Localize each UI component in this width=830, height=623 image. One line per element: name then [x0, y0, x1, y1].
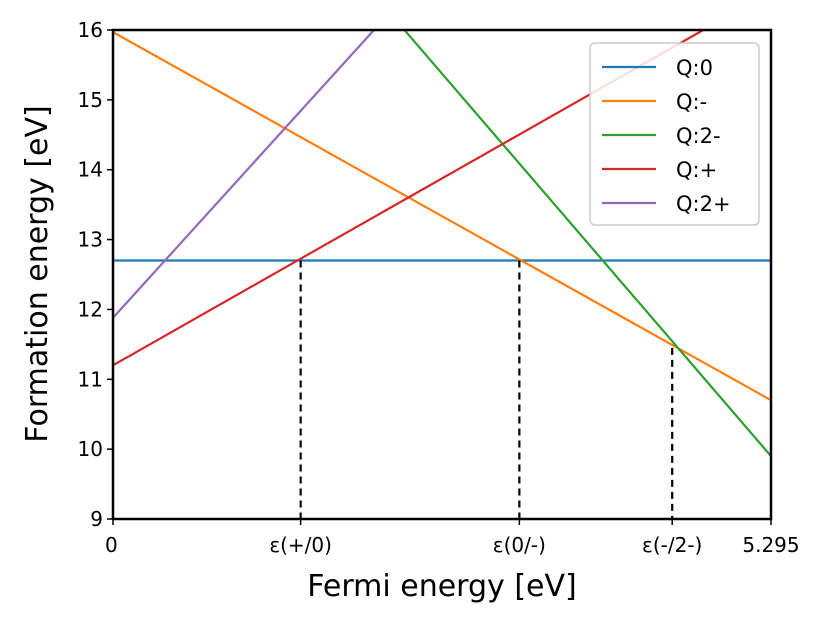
transition-level-markers — [299, 260, 674, 519]
y-axis-title: Formation energy [eV] — [20, 105, 55, 442]
series-line-2 — [403, 30, 771, 457]
y-tick-label-5: 14 — [78, 158, 103, 182]
y-tick-label-4: 13 — [78, 228, 103, 252]
y-tick-label-3: 12 — [78, 297, 103, 321]
legend-label-1: Q:- — [676, 90, 707, 114]
y-tick-label-2: 11 — [78, 367, 103, 391]
series-line-4 — [113, 30, 375, 319]
x-axis: 0 ε(+/0) ε(0/-) ε(-/2-) 5.295 — [105, 519, 800, 557]
legend: Q:0 Q:- Q:2- Q:+ Q:2+ — [589, 42, 760, 226]
legend-box — [589, 42, 760, 226]
x-tick-label-2: ε(0/-) — [493, 533, 546, 557]
series-line-1 — [113, 31, 771, 402]
y-axis: 9 10 11 12 13 14 15 16 — [78, 18, 113, 531]
x-tick-label-3: ε(-/2-) — [642, 533, 702, 557]
legend-label-0: Q:0 — [676, 56, 713, 80]
legend-label-3: Q:+ — [676, 158, 717, 182]
y-tick-label-0: 9 — [90, 507, 103, 531]
x-tick-label-4: 5.295 — [742, 533, 799, 557]
y-tick-label-6: 15 — [78, 88, 103, 112]
y-tick-label-7: 16 — [78, 18, 103, 42]
x-tick-label-0: 0 — [105, 533, 118, 557]
legend-label-4: Q:2+ — [676, 192, 731, 216]
x-tick-label-1: ε(+/0) — [269, 533, 332, 557]
plot-frame — [111, 28, 773, 521]
y-tick-label-1: 10 — [78, 437, 103, 461]
x-axis-title: Fermi energy [eV] — [307, 569, 576, 604]
legend-label-2: Q:2- — [676, 124, 721, 148]
